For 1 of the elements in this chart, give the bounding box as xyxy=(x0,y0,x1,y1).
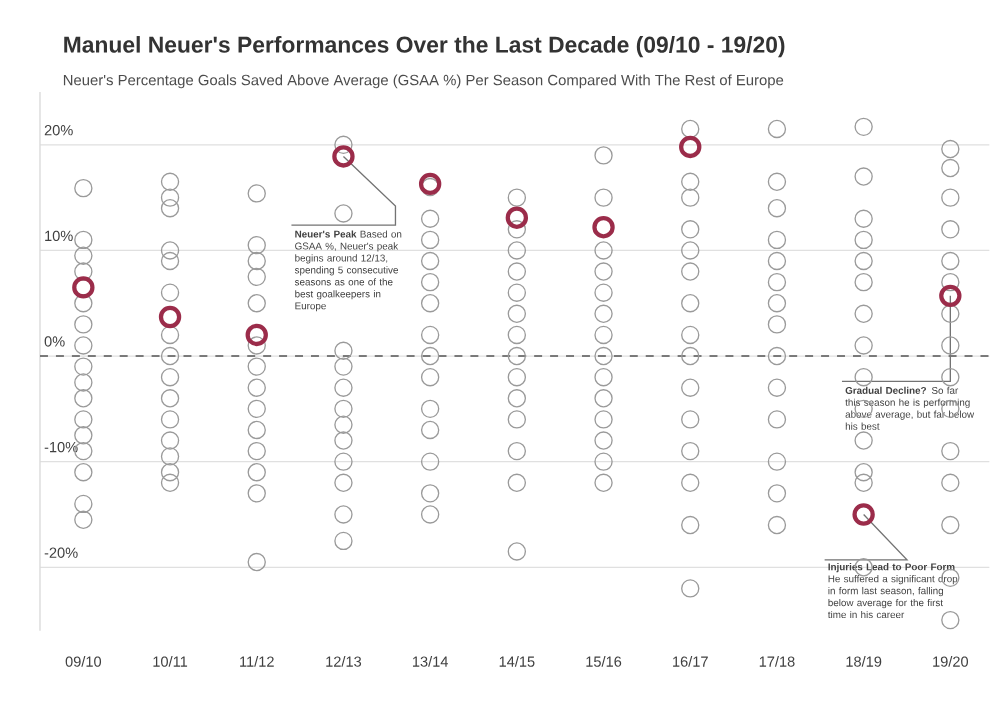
chart-title: Manuel Neuer's Performances Over the Last Decade (09/10 - 19/20) xyxy=(64,36,785,58)
